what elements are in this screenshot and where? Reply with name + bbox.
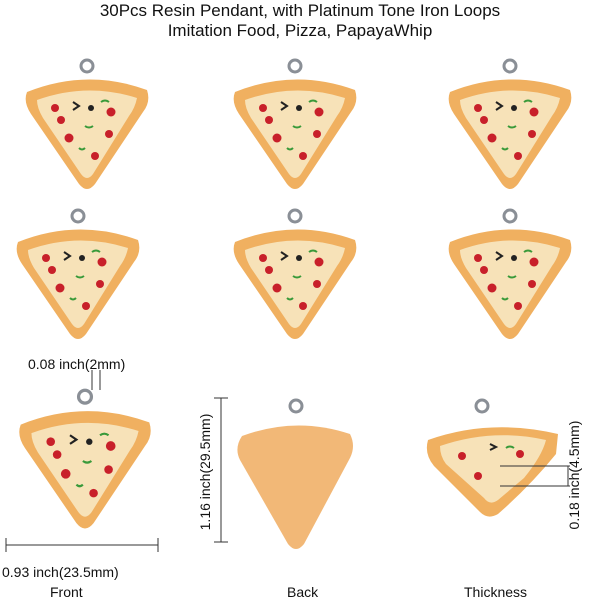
width-dimension-line <box>4 538 160 552</box>
back-caption: Back <box>287 584 319 600</box>
pizza-side-image <box>420 396 570 526</box>
pizza-pendant-image <box>440 206 580 346</box>
pizza-pendant-image <box>17 56 157 196</box>
thickness-dimension-lines <box>500 460 580 500</box>
pizza-pendant-image <box>225 206 365 346</box>
height-dimension-line <box>214 396 228 544</box>
product-title-line-2: Imitation Food, Pizza, PapayaWhip <box>167 21 433 40</box>
loop-dimension-markers <box>86 370 106 392</box>
pizza-front-image <box>10 386 160 536</box>
pizza-back-image <box>232 396 358 556</box>
width-label: 0.93 inch(23.5mm) <box>2 564 119 580</box>
thickness-caption: Thickness <box>464 584 528 600</box>
loop-diameter-label: 0.08 inch(2mm) <box>28 356 126 372</box>
height-label: 1.16 inch(29.5mm) <box>197 413 213 531</box>
pizza-pendant-image <box>8 206 148 346</box>
pizza-pendant-image <box>225 56 365 196</box>
thickness-label: 0.18 inch(4.5mm) <box>566 420 582 530</box>
product-title-line-1: 30Pcs Resin Pendant, with Platinum Tone … <box>99 1 501 20</box>
front-caption: Front <box>50 584 83 600</box>
pizza-pendant-image <box>440 56 580 196</box>
